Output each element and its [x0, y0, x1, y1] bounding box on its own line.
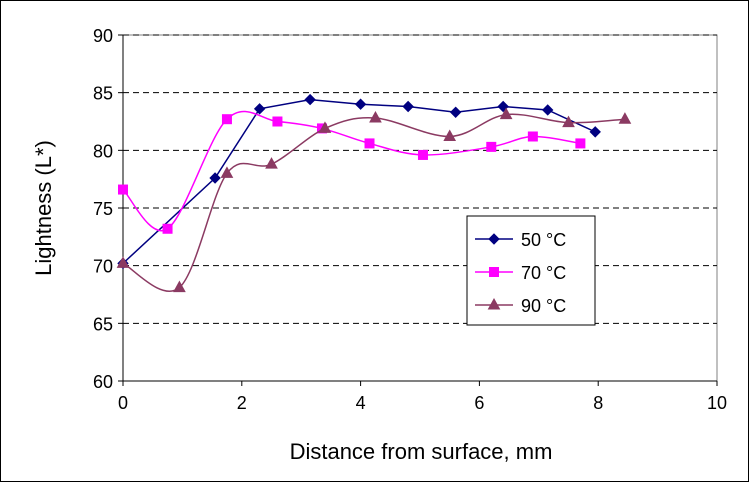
data-point — [118, 184, 128, 195]
legend: 50 °C 70 °C 90 °C — [466, 215, 596, 326]
legend-label: 70 °C — [521, 263, 566, 283]
legend-marker — [488, 233, 500, 245]
x-tick-label: 2 — [237, 393, 247, 413]
data-point — [443, 129, 457, 141]
data-point — [354, 98, 367, 110]
data-point — [575, 138, 586, 149]
data-point — [272, 116, 283, 127]
data-point — [589, 126, 601, 138]
x-tick-label: 0 — [118, 393, 128, 413]
data-point — [318, 121, 332, 133]
data-point — [417, 149, 428, 160]
data-point — [116, 256, 130, 268]
legend-item: 70 °C — [475, 263, 566, 283]
series-line — [122, 98, 596, 264]
data-point — [486, 141, 497, 152]
x-axis-label: Distance from surface, mm — [290, 439, 553, 464]
data-point — [449, 106, 462, 118]
y-tick-label: 70 — [93, 257, 113, 277]
axes: 60 65 70 75 80 85 90 0 2 4 6 8 10 — [93, 26, 727, 413]
data-point — [304, 93, 316, 106]
data-point — [364, 138, 375, 149]
x-tick-label: 8 — [593, 393, 603, 413]
data-point — [618, 112, 632, 124]
y-axis-label: Lightness (L*) — [31, 140, 56, 276]
data-point — [542, 104, 554, 116]
legend-marker — [489, 267, 499, 277]
legend-box — [466, 215, 596, 326]
series-layer — [116, 93, 632, 293]
y-tick-label: 80 — [93, 141, 113, 161]
legend-label: 90 °C — [521, 296, 566, 316]
x-tick-label: 10 — [707, 393, 727, 413]
data-point — [162, 223, 173, 234]
legend-marker — [487, 297, 501, 310]
data-point — [265, 157, 278, 169]
data-point — [221, 114, 232, 125]
data-point — [369, 111, 382, 123]
series-line — [122, 113, 625, 292]
y-tick-label: 60 — [93, 372, 113, 392]
y-tick-label: 65 — [93, 314, 113, 334]
y-tick-label: 90 — [93, 26, 113, 46]
data-point — [220, 166, 234, 178]
series-line — [122, 110, 581, 232]
data-point — [527, 131, 538, 142]
gridlines — [123, 34, 717, 324]
data-point — [209, 172, 221, 184]
legend-item: 50 °C — [475, 230, 566, 250]
data-point — [499, 107, 513, 120]
data-point — [253, 103, 266, 115]
legend-item: 90 °C — [475, 296, 566, 316]
y-tick-label: 85 — [93, 84, 113, 104]
data-point — [402, 100, 414, 113]
x-tick-label: 6 — [474, 393, 484, 413]
y-tick-label: 75 — [93, 199, 113, 219]
legend-label: 50 °C — [521, 230, 566, 250]
series-2 — [116, 107, 632, 293]
x-tick-label: 4 — [356, 393, 366, 413]
data-point — [173, 280, 186, 293]
data-point — [562, 115, 575, 128]
